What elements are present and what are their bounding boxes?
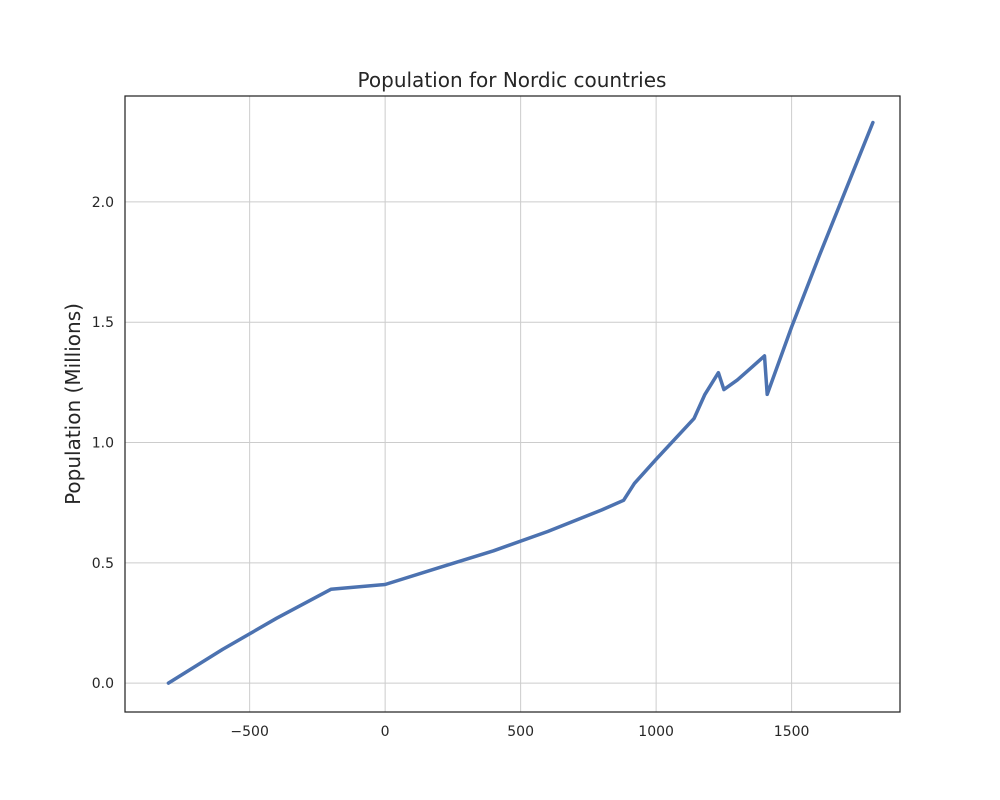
y-tick-label: 1.0: [92, 436, 114, 452]
x-tick-label: 1500: [774, 724, 810, 740]
x-tick-label: −500: [230, 724, 268, 740]
y-tick-label: 2.0: [92, 195, 114, 211]
population-series-line: [166, 120, 875, 685]
x-axis-ticks: −500 0 500 1000 1500: [230, 724, 809, 740]
y-tick-label: 0.0: [92, 676, 114, 692]
y-axis-label: Population (Millions): [61, 303, 85, 505]
plot-frame: [124, 95, 901, 713]
x-tick-label: 0: [381, 724, 390, 740]
grid: [125, 96, 900, 712]
y-axis-ticks: 0.0 0.5 1.0 1.5 2.0: [92, 195, 114, 692]
y-tick-label: 0.5: [92, 556, 114, 572]
chart-title: Population for Nordic countries: [358, 68, 667, 92]
x-tick-label: 1000: [638, 724, 674, 740]
x-tick-label: 500: [507, 724, 534, 740]
y-tick-label: 1.5: [92, 315, 114, 331]
series-layer: [166, 120, 875, 685]
